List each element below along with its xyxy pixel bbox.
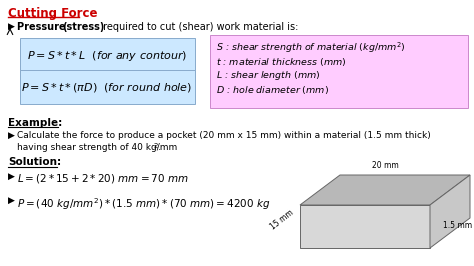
Text: $P = S*t*(\pi D)$  $(for\ round\ hole)$: $P = S*t*(\pi D)$ $(for\ round\ hole)$ xyxy=(21,81,192,94)
Text: Example:: Example: xyxy=(8,118,62,128)
Text: required to cut (shear) work material is:: required to cut (shear) work material is… xyxy=(100,22,298,32)
Polygon shape xyxy=(300,205,430,248)
Text: ▶: ▶ xyxy=(8,131,15,140)
FancyBboxPatch shape xyxy=(210,35,468,108)
Text: (stress): (stress) xyxy=(62,22,104,32)
Text: $P = S*t*L$  $(for\ any\ contour)$: $P = S*t*L$ $(for\ any\ contour)$ xyxy=(27,49,187,63)
Text: $D$ : hole diameter $(mm)$: $D$ : hole diameter $(mm)$ xyxy=(216,84,329,96)
Text: having shear strength of 40 kg/mm: having shear strength of 40 kg/mm xyxy=(17,143,177,152)
Text: 1.5 mm: 1.5 mm xyxy=(443,221,472,230)
FancyBboxPatch shape xyxy=(20,70,195,104)
Text: $S$ : shear strength of material $(kg / mm^2)$: $S$ : shear strength of material $(kg / … xyxy=(216,41,406,55)
Polygon shape xyxy=(300,175,470,205)
Text: 20 mm: 20 mm xyxy=(372,161,398,170)
Text: ▶: ▶ xyxy=(8,196,15,205)
Text: Pressure: Pressure xyxy=(17,22,69,32)
Text: $t$ : material thickness $(mm)$: $t$ : material thickness $(mm)$ xyxy=(216,56,346,68)
Text: ▶: ▶ xyxy=(8,172,15,181)
Text: .: . xyxy=(158,143,161,152)
Text: $L$ : shear length $(mm)$: $L$ : shear length $(mm)$ xyxy=(216,69,320,82)
Polygon shape xyxy=(430,175,470,248)
Text: $L = (2*15+2*20)\ mm = 70\ mm$: $L = (2*15+2*20)\ mm = 70\ mm$ xyxy=(17,172,189,185)
Text: $P = (40\ kg/mm^2)*(1.5\ mm)*(70\ mm) = 4200\ kg$: $P = (40\ kg/mm^2)*(1.5\ mm)*(70\ mm) = … xyxy=(17,196,271,212)
Text: 2: 2 xyxy=(154,143,158,149)
FancyBboxPatch shape xyxy=(20,38,195,72)
Text: Solution:: Solution: xyxy=(8,157,61,167)
Text: Calculate the force to produce a pocket (20 mm x 15 mm) within a material (1.5 m: Calculate the force to produce a pocket … xyxy=(17,131,431,140)
Text: ▶: ▶ xyxy=(8,22,15,31)
Text: 15 mm: 15 mm xyxy=(268,208,295,232)
Text: Cutting Force: Cutting Force xyxy=(8,7,98,20)
